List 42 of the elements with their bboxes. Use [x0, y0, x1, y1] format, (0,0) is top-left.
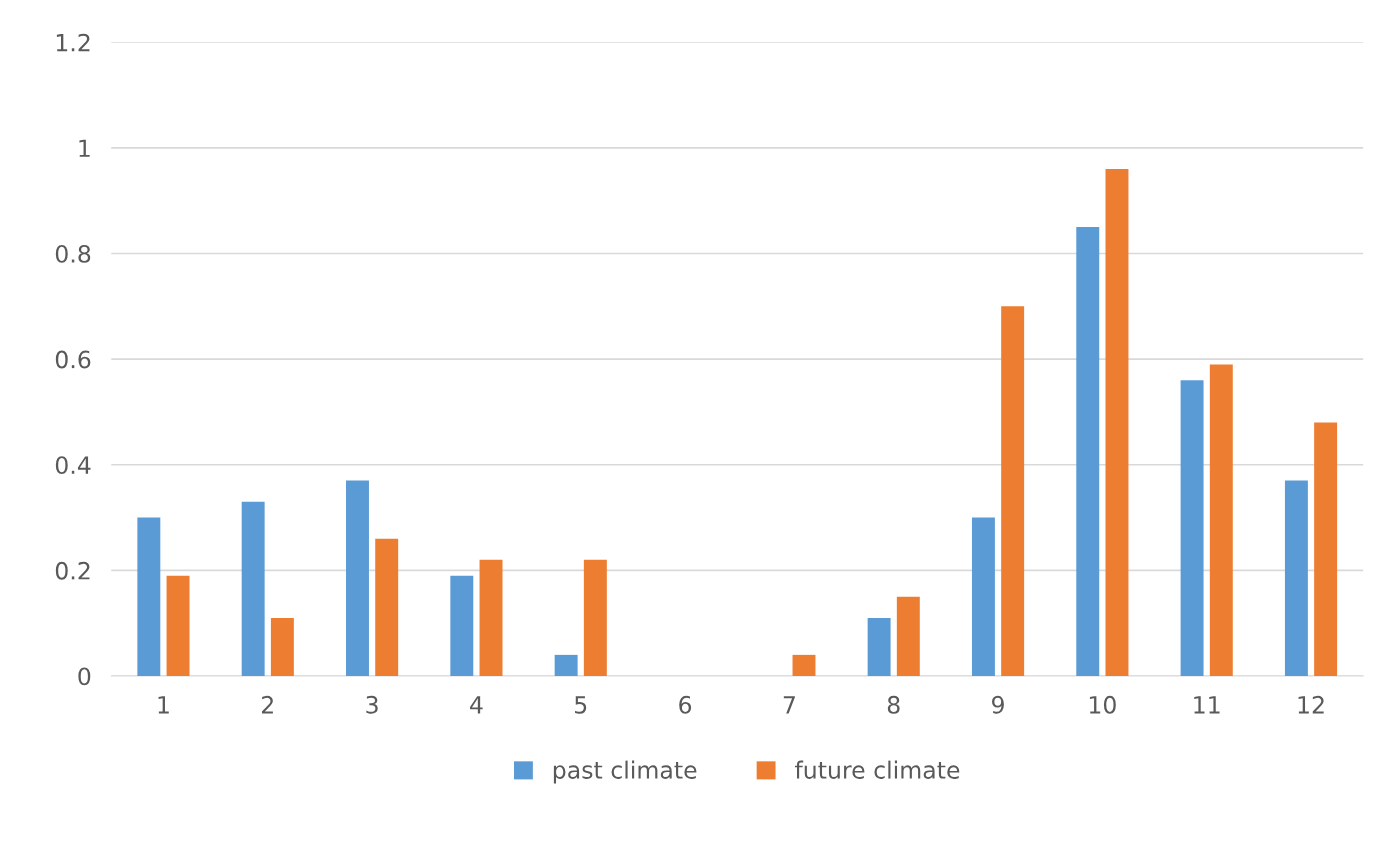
bar — [1076, 227, 1100, 676]
bar — [450, 575, 474, 676]
y-tick-label: 1.2 — [56, 33, 90, 52]
x-tick-label: 2 — [261, 695, 273, 714]
x-tick-label: 9 — [992, 695, 1004, 714]
legend-label: past climate — [553, 760, 697, 784]
x-tick-label: 10 — [1089, 695, 1116, 714]
bar — [792, 654, 816, 676]
y-tick-label: 0.8 — [55, 244, 91, 263]
bar — [896, 596, 920, 676]
bar — [1314, 422, 1338, 676]
legend-label: future climate — [794, 760, 960, 779]
x-tick-label: 7 — [783, 696, 795, 714]
bar — [971, 517, 995, 676]
bar — [583, 559, 607, 676]
bar — [867, 617, 891, 676]
y-tick-label: 0.4 — [55, 456, 91, 475]
y-tick-label: 0.2 — [55, 561, 90, 580]
bar — [137, 517, 161, 676]
y-tick-label: 1 — [79, 139, 90, 157]
x-tick-label: 12 — [1298, 695, 1324, 714]
x-tick-label: 11 — [1194, 696, 1220, 714]
bar — [1105, 169, 1129, 676]
x-tick-label: 6 — [679, 695, 692, 714]
bar — [375, 538, 399, 676]
bar — [346, 480, 369, 676]
x-tick-label: 1 — [158, 696, 169, 714]
bar — [241, 501, 265, 676]
bar — [1180, 380, 1204, 676]
y-tick-label: 0 — [78, 667, 91, 686]
bar — [554, 654, 578, 676]
bar — [166, 575, 190, 676]
bar — [479, 559, 503, 676]
bar — [1001, 306, 1025, 676]
x-tick-label: 5 — [575, 696, 587, 714]
x-tick-label: 8 — [887, 695, 900, 714]
y-tick-label: 0.6 — [55, 350, 91, 369]
bar — [270, 617, 294, 676]
bar — [1284, 480, 1308, 676]
x-tick-label: 3 — [366, 695, 378, 714]
bar — [1209, 364, 1233, 676]
x-tick-label: 4 — [470, 696, 483, 714]
